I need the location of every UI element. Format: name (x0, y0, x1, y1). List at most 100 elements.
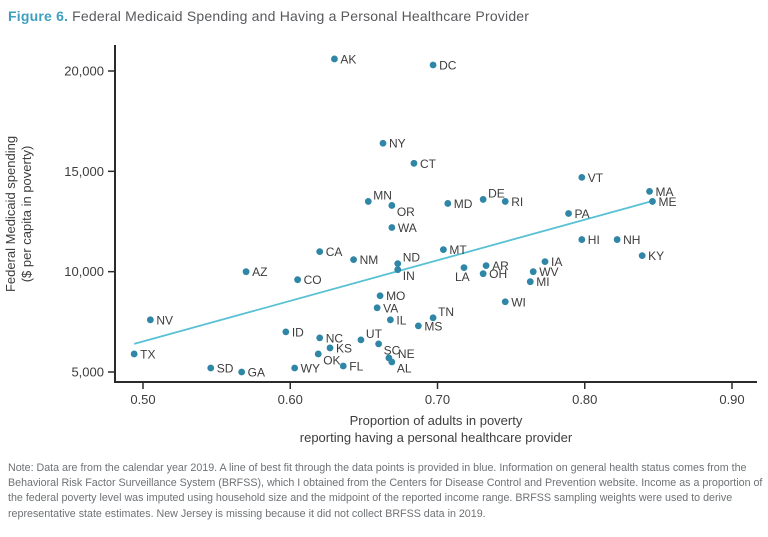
data-point-CA (316, 248, 324, 256)
data-point-label-GA: GA (248, 366, 265, 380)
data-point-PA (565, 210, 572, 217)
data-point-AZ (242, 268, 250, 276)
data-point-MA (646, 188, 653, 195)
data-point-WV (529, 268, 537, 276)
data-point-KS (326, 344, 334, 352)
data-point-label-NM: NM (360, 253, 379, 267)
data-point-SC (375, 340, 382, 348)
data-point-label-OK: OK (323, 353, 340, 367)
data-point-ID (282, 328, 290, 336)
x-axis-title-line2: reporting having a personal healthcare p… (300, 430, 573, 445)
data-point-label-MD: MD (454, 197, 473, 211)
data-point-OH (479, 270, 487, 278)
data-point-DE (479, 196, 487, 203)
data-point-SD (207, 364, 215, 372)
data-point-MI (526, 278, 534, 286)
data-point-WA (388, 224, 396, 231)
data-point-label-MN: MN (373, 188, 392, 202)
data-point-IA (541, 258, 549, 266)
y-axis-title-line1: Federal Medicaid spending (3, 136, 18, 292)
data-point-label-CA: CA (326, 245, 343, 259)
x-tick-label-0.50: 0.50 (130, 392, 155, 407)
data-point-label-IN: IN (403, 269, 415, 283)
data-point-label-NV: NV (156, 313, 173, 327)
scatter-chart: 5,000 10,000 15,000 20,000 0.50 0.60 0.70 0.80 0… (3, 45, 757, 445)
data-point-AL (388, 358, 396, 366)
data-point-label-ID: ID (292, 325, 304, 339)
data-point-label-NH: NH (623, 233, 640, 247)
data-point-label-IA: IA (551, 255, 562, 269)
data-point-label-NC: NC (326, 331, 344, 345)
best-fit-line (133, 200, 653, 345)
x-tick-label-0.70: 0.70 (425, 392, 450, 407)
y-tick-label-15000: 15,000 (64, 164, 104, 179)
data-point-RI (501, 198, 509, 205)
data-point-IL (386, 316, 394, 324)
data-point-label-DC: DC (439, 58, 457, 72)
figure-title-text: Federal Medicaid Spending and Having a P… (72, 8, 530, 24)
data-point-label-AZ: AZ (252, 265, 267, 279)
data-point-label-MA: MA (656, 185, 674, 199)
data-point-CT (410, 159, 418, 167)
y-tick-label-20000: 20,000 (64, 64, 104, 79)
data-point-label-DE: DE (488, 186, 505, 200)
data-point-label-MO: MO (386, 289, 405, 303)
data-point-label-TN: TN (438, 305, 454, 319)
x-tick-label-0.60: 0.60 (278, 392, 303, 407)
data-point-label-RI: RI (511, 195, 523, 209)
data-point-label-MS: MS (424, 319, 442, 333)
data-point-label-ND: ND (403, 251, 421, 265)
data-point-label-CT: CT (420, 157, 437, 171)
x-tick-label-0.90: 0.90 (719, 392, 744, 407)
data-point-ME (649, 198, 656, 205)
data-point-NV (146, 316, 154, 324)
data-point-label-CO: CO (304, 273, 322, 287)
data-point-VA (373, 304, 381, 312)
data-point-label-VA: VA (383, 301, 398, 315)
data-point-MN (364, 198, 372, 205)
x-tick-label-0.80: 0.80 (572, 392, 597, 407)
figure-title: Figure 6. Federal Medicaid Spending and H… (8, 8, 760, 24)
data-point-label-NY: NY (389, 137, 406, 151)
y-tick-label-10000: 10,000 (64, 264, 104, 279)
data-point-label-WI: WI (511, 295, 526, 309)
data-point-GA (238, 368, 246, 376)
figure-number-label: Figure 6. (8, 8, 69, 24)
data-point-LA (460, 264, 468, 272)
data-point-label-NE: NE (398, 347, 415, 361)
data-point-MS (414, 322, 422, 330)
data-point-label-AR: AR (492, 259, 509, 273)
data-point-DC (429, 61, 437, 69)
data-point-label-TX: TX (140, 347, 155, 361)
figure-note: Note: Data are from the calendar year 20… (8, 462, 763, 520)
data-point-label-MT: MT (449, 243, 467, 257)
data-point-label-SD: SD (217, 361, 234, 375)
data-point-label-AL: AL (397, 361, 412, 375)
data-point-IN (394, 266, 402, 274)
data-point-label-OR: OR (397, 205, 415, 219)
data-point-label-AK: AK (340, 52, 356, 66)
data-point-label-FL: FL (349, 359, 363, 373)
data-point-label-HI: HI (588, 233, 600, 247)
data-point-label-WY: WY (301, 361, 320, 375)
data-point-label-SC: SC (384, 343, 401, 357)
data-point-OR (388, 202, 396, 209)
data-point-NC (316, 334, 324, 342)
data-point-label-VT: VT (588, 171, 604, 185)
data-point-OK (314, 350, 322, 358)
data-point-label-KS: KS (336, 341, 352, 355)
y-axis-title-line2: ($ per capita in poverty) (19, 146, 34, 283)
data-point-label-PA: PA (575, 207, 590, 221)
data-point-label-IL: IL (396, 313, 406, 327)
data-point-label-UT: UT (366, 327, 383, 341)
data-point-UT (357, 336, 365, 344)
data-point-MO (376, 292, 384, 300)
data-point-AR (482, 262, 490, 270)
data-point-ND (394, 260, 402, 268)
data-point-NH (613, 236, 621, 243)
data-point-WY (291, 364, 299, 372)
data-point-label-OH: OH (489, 267, 507, 281)
data-point-CO (294, 276, 302, 284)
data-point-AK (331, 55, 338, 63)
